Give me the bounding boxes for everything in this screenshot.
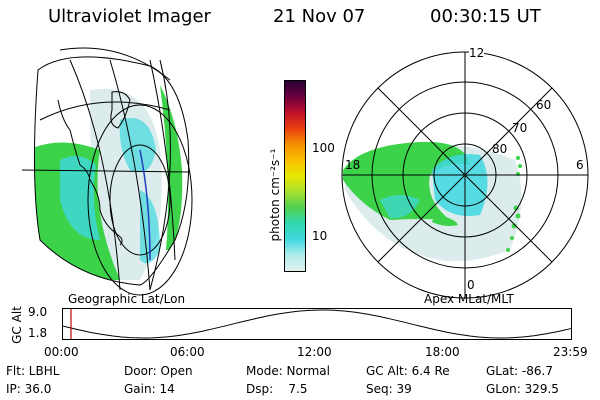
dsp-status: Dsp: 7.5	[246, 382, 308, 396]
geographic-caption: Geographic Lat/Lon	[68, 292, 186, 306]
instrument-title: Ultraviolet Imager	[48, 6, 211, 27]
mlt-label-0: 0	[467, 278, 475, 292]
gc-altitude-status: GC Alt: 6.4 Re	[366, 364, 450, 378]
mlat-label-80: 80	[492, 142, 508, 156]
timeline-x-tick-3: 18:00	[425, 345, 460, 359]
polar-plot	[341, 51, 589, 299]
altitude-curve	[61, 309, 573, 339]
mlat-label-60: 60	[536, 98, 552, 112]
timeline-y-tick-min: 1.8	[28, 326, 48, 340]
timeline-x-tick-1: 06:00	[170, 345, 205, 359]
gain-status: Gain: 14	[124, 382, 175, 396]
timeline-x-tick-2: 12:00	[297, 345, 332, 359]
timeline-y-label: GC Alt	[10, 306, 24, 344]
mlat-label-70: 70	[512, 121, 528, 135]
mode-status: Mode: Normal	[246, 364, 330, 378]
glon-status: GLon: 329.5	[486, 382, 559, 396]
colorbar-tick-10: 10	[312, 229, 328, 243]
colorbar-unit-label: photon cm⁻²s⁻¹	[268, 148, 282, 242]
filter-status: Flt: LBHL	[6, 364, 60, 378]
apex-caption: Apex MLat/MLT	[424, 292, 514, 306]
observation-time: 00:30:15 UT	[430, 6, 541, 27]
seq-status: Seq: 39	[366, 382, 412, 396]
colorbar-tick-100: 100	[312, 141, 335, 155]
mlt-label-12: 12	[469, 46, 485, 60]
timeline-plot	[61, 308, 573, 340]
ip-status: IP: 36.0	[6, 382, 52, 396]
mlt-label-18: 18	[345, 158, 361, 172]
glat-status: GLat: -86.7	[486, 364, 553, 378]
timeline-x-tick-4: 23:59	[553, 345, 588, 359]
timeline-x-tick-0: 00:00	[44, 345, 79, 359]
colorbar-gradient	[285, 81, 305, 271]
observation-date: 21 Nov 07	[273, 6, 366, 27]
door-status: Door: Open	[124, 364, 193, 378]
geographic-map	[21, 47, 193, 296]
timeline-y-tick-max: 9.0	[28, 305, 48, 319]
mlt-label-6: 6	[576, 158, 584, 172]
colorbar	[284, 80, 306, 272]
